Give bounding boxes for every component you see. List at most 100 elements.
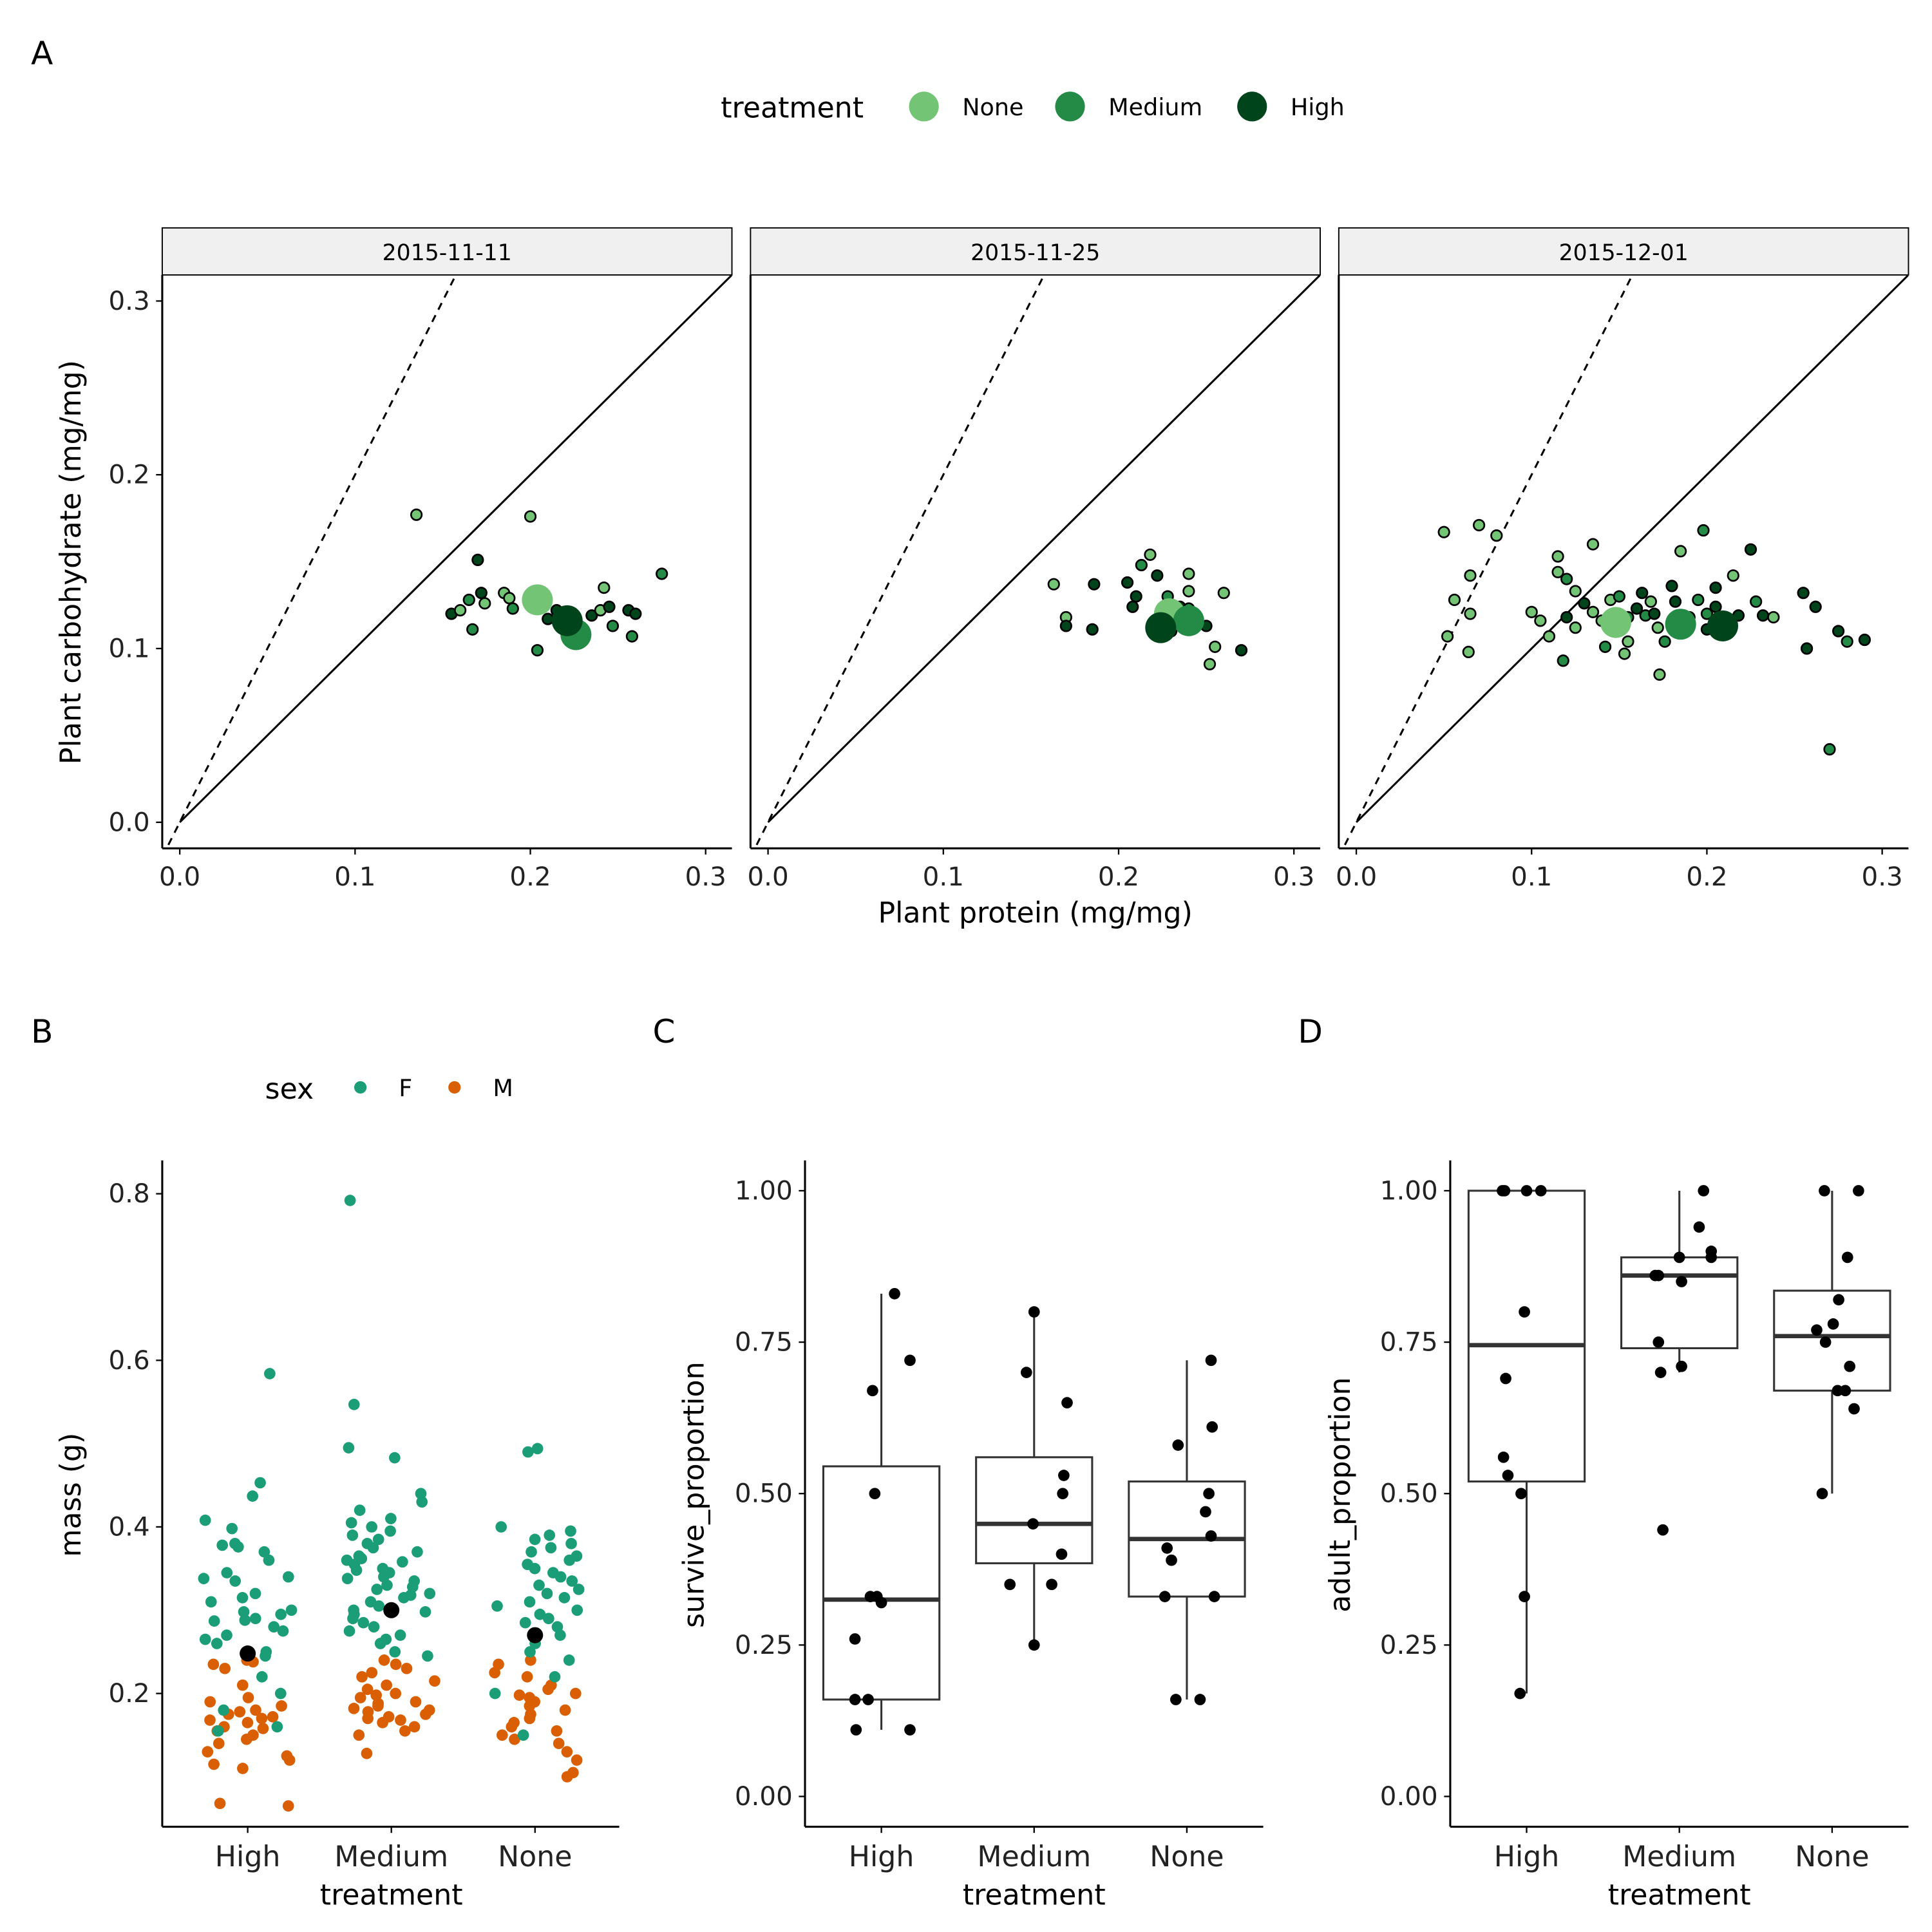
data-point [1088,578,1101,591]
data-point-m [361,1747,373,1759]
data-point [1205,1530,1217,1542]
mean-point [240,1645,256,1662]
data-point [1839,1385,1852,1397]
data-point-f [422,1650,433,1662]
data-point [1653,668,1666,681]
legend-label-none: None [962,93,1023,121]
boxplot-none [1128,1360,1246,1700]
data-point-f [357,1616,370,1629]
boxplot-medium [975,1312,1094,1645]
data-point [1059,620,1072,632]
data-point-m [361,1683,374,1695]
data-point-f [350,1564,363,1577]
data-point-m [237,1763,249,1774]
data-point-m [401,1662,413,1674]
data-point-f [348,1399,360,1410]
data-point [1056,1548,1068,1560]
legend-key-high [1237,91,1267,122]
data-point [1676,1360,1687,1372]
data-point-m [372,1700,384,1712]
data-point [531,644,544,657]
data-point-m [276,1700,287,1712]
data-point-m [513,1689,526,1701]
mean-point [1665,609,1696,640]
data-point [1500,1372,1511,1385]
data-point-m [390,1687,402,1700]
data-point-m [506,1721,518,1733]
facet-strip-label: 2015-12-01 [1559,240,1689,266]
data-point [849,1633,861,1645]
data-point-f [549,1671,561,1683]
data-point [1058,1470,1070,1481]
data-point-f [373,1600,385,1612]
data-point [1208,1591,1220,1602]
data-point [1709,600,1722,613]
data-point [1172,1439,1184,1451]
data-point-f [372,1533,384,1546]
data-point [1520,1185,1533,1197]
x-tick-label: 0.2 [1686,862,1727,892]
data-point-f [199,1633,211,1645]
mean-point [527,1627,544,1643]
data-point [875,1596,887,1609]
data-point-f [232,1541,244,1553]
legend-key-f [354,1081,367,1094]
data-point [466,623,479,636]
data-point-f [571,1604,583,1616]
data-point [850,1724,862,1736]
data-point [506,602,519,615]
data-point-m [496,1729,508,1741]
data-point [889,1288,900,1300]
data-point [1586,538,1600,551]
data-point-f [256,1671,268,1683]
data-point-m [204,1696,216,1708]
data-point-f [394,1629,406,1641]
data-point [1705,1251,1718,1264]
data-point [1569,585,1582,598]
data-point-m [489,1667,500,1679]
y-tick-label: 0.75 [735,1327,793,1358]
x-tick-label: High [849,1841,914,1873]
data-point-m [236,1679,249,1691]
data-point-f [282,1571,294,1583]
mean-point [551,605,583,636]
y-tick-label: 0.2 [108,460,149,490]
facet-strip-label: 2015-11-25 [971,240,1100,266]
data-point [1437,526,1450,538]
data-point [1833,1294,1844,1306]
y-tick-label: 0.75 [1380,1327,1438,1358]
data-point-m [242,1717,254,1728]
data-point-m [267,1710,279,1723]
data-point-f [343,1625,355,1637]
mean-point [383,1602,400,1618]
legend-label-m: M [493,1074,513,1102]
data-point [1502,1470,1514,1481]
data-point-f [381,1579,393,1591]
data-point-m [553,1738,565,1750]
data-point [1692,593,1705,607]
data-point-f [495,1521,507,1533]
legend-key-m [448,1081,461,1094]
data-point [1622,635,1634,648]
facet-1: 2015-11-11 0.0 0.1 0.2 0.3 0.0 0.1 0.2 0.3 [108,227,733,892]
data-point [1569,621,1582,634]
data-point [1170,1694,1182,1705]
data-point [1519,1591,1530,1602]
data-point-f [416,1496,428,1508]
data-point-f [345,1517,357,1529]
data-point [603,600,616,613]
data-point-f [397,1556,408,1568]
x-tick-label: None [498,1841,572,1873]
data-point-f [563,1654,575,1666]
x-tick-label: 0.2 [509,862,551,892]
data-point [1159,1591,1171,1602]
data-point-m [250,1704,261,1716]
data-point-f [517,1729,529,1741]
y-tick-label: 1.00 [735,1175,793,1206]
x-tick-label: 0.1 [334,862,375,892]
data-point-m [242,1692,254,1703]
data-point-f [199,1514,211,1526]
data-point [1217,587,1230,600]
data-point [1209,640,1222,653]
